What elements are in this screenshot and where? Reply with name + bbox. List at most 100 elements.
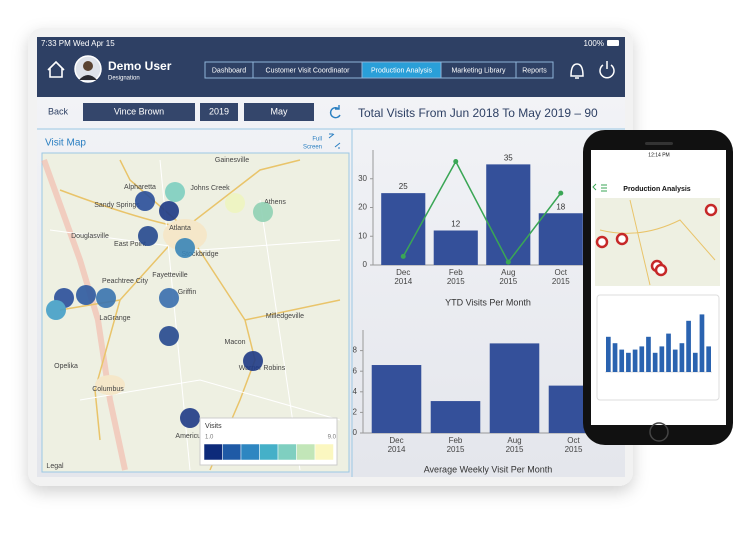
full-screen-icon[interactable] <box>328 133 341 149</box>
legend-scale <box>203 443 334 461</box>
phone-bar <box>686 320 691 372</box>
city-label: Douglasville <box>71 233 109 240</box>
person-select[interactable] <box>83 103 195 121</box>
city-label: LaGrange <box>99 315 130 322</box>
line-point <box>505 259 511 265</box>
visit-circle[interactable] <box>243 351 263 371</box>
y-tick-label: 10 <box>358 231 367 240</box>
phone-map-roads <box>599 199 716 286</box>
person-value: Vince Brown <box>114 106 164 116</box>
legend-title: Visits <box>205 423 222 430</box>
city-label: Atlanta <box>169 225 191 232</box>
visit-circle[interactable] <box>135 191 155 211</box>
city-label: Athens <box>264 199 286 206</box>
y-tick-label: 0 <box>353 428 358 437</box>
legend-swatch <box>314 443 334 461</box>
visit-circle[interactable] <box>165 182 185 202</box>
tab[interactable] <box>515 61 554 79</box>
x-tick-label: Feb <box>449 268 463 277</box>
phone-bar <box>619 349 625 372</box>
phone-map-pins <box>595 203 718 277</box>
bar <box>489 343 540 433</box>
tab-label[interactable]: Customer Visit Coordinator <box>266 67 351 74</box>
chart-title: Average Weekly Visit Per Month <box>424 464 553 474</box>
x-tick-label: 2014 <box>388 445 406 454</box>
phone-bar <box>639 346 645 372</box>
line <box>402 159 562 264</box>
y-tick-label: 30 <box>358 174 367 183</box>
phone-home-button[interactable] <box>649 422 669 442</box>
x-tick-label: Oct <box>567 436 580 445</box>
month-select[interactable] <box>244 103 314 121</box>
legend-swatch <box>296 443 316 461</box>
tab-label[interactable]: Marketing Library <box>451 67 506 74</box>
visit-circle[interactable] <box>180 408 200 428</box>
x-tick-label: Dec <box>389 436 403 445</box>
avatar-head <box>83 61 93 71</box>
year-select[interactable] <box>200 103 238 121</box>
visit-circle[interactable] <box>96 288 116 308</box>
visit-circles <box>46 182 273 428</box>
home-icon[interactable] <box>47 60 65 78</box>
tab-label[interactable]: Production Analysis <box>371 67 433 74</box>
city-label: Alpharetta <box>124 184 156 191</box>
legend-max: 9.0 <box>328 435 337 441</box>
visit-circle[interactable] <box>159 288 179 308</box>
legend-swatch <box>259 443 279 461</box>
phone-bar <box>606 336 611 372</box>
visit-circle[interactable] <box>76 285 96 305</box>
value-label: 35 <box>504 153 513 162</box>
status-time: 7:33 PM Wed Apr 15 <box>41 39 115 48</box>
battery-icon <box>607 40 619 46</box>
map-title: Visit Map <box>45 138 86 149</box>
tab-label[interactable]: Reports <box>522 67 547 74</box>
legend-min: 1.0 <box>205 435 214 441</box>
y-tick-label: 6 <box>353 366 358 375</box>
phone-bar <box>626 352 631 372</box>
legend-swatch <box>222 443 242 461</box>
phone-bar <box>612 343 618 372</box>
bar <box>430 401 481 433</box>
city-label: East Point <box>114 241 146 248</box>
value-label: 18 <box>556 202 565 211</box>
visit-circle[interactable] <box>159 201 179 221</box>
back-button[interactable]: Back <box>48 106 69 116</box>
power-icon[interactable] <box>599 61 615 79</box>
month-value: May <box>270 106 288 116</box>
phone-speaker <box>645 142 673 145</box>
city-label: Stockbridge <box>182 251 219 258</box>
full-screen[interactable]: Full <box>312 137 322 143</box>
visit-circle[interactable] <box>138 226 158 246</box>
bar <box>486 164 531 265</box>
full-screen[interactable]: Screen <box>303 145 322 151</box>
avatar-body <box>79 75 97 80</box>
chart-title: YTD Visits Per Month <box>445 297 531 307</box>
bell-icon[interactable] <box>570 63 584 79</box>
visit-circle[interactable] <box>225 193 245 213</box>
city-labels: Gainesville Alpharetta Johns Creek Sandy Sp… <box>46 157 304 470</box>
bar <box>371 365 422 433</box>
value-label: 25 <box>399 182 408 191</box>
y-tick-label: 4 <box>353 387 358 396</box>
x-tick-label: Feb <box>449 436 463 445</box>
visit-circle[interactable] <box>175 238 195 258</box>
tab-label[interactable]: Dashboard <box>212 67 246 74</box>
visit-circle[interactable] <box>159 326 179 346</box>
x-tick-label: Aug <box>501 268 515 277</box>
phone-time: 12:14 PM <box>648 152 669 158</box>
city-label: Legal <box>46 463 64 470</box>
bar <box>433 230 478 265</box>
refresh-icon[interactable] <box>329 105 341 119</box>
phone-bar <box>692 352 698 372</box>
visit-circle[interactable] <box>46 300 66 320</box>
phone-bar <box>706 346 711 372</box>
summary: Total Visits From Jun 2018 To May 2019 –… <box>358 106 598 120</box>
x-tick-label: 2015 <box>447 445 465 454</box>
phone-menu[interactable] <box>592 183 607 192</box>
city-label: Columbus <box>92 386 124 393</box>
x-tick-label: 2015 <box>565 445 583 454</box>
visit-circle[interactable] <box>253 202 273 222</box>
phone-bar <box>666 333 671 372</box>
